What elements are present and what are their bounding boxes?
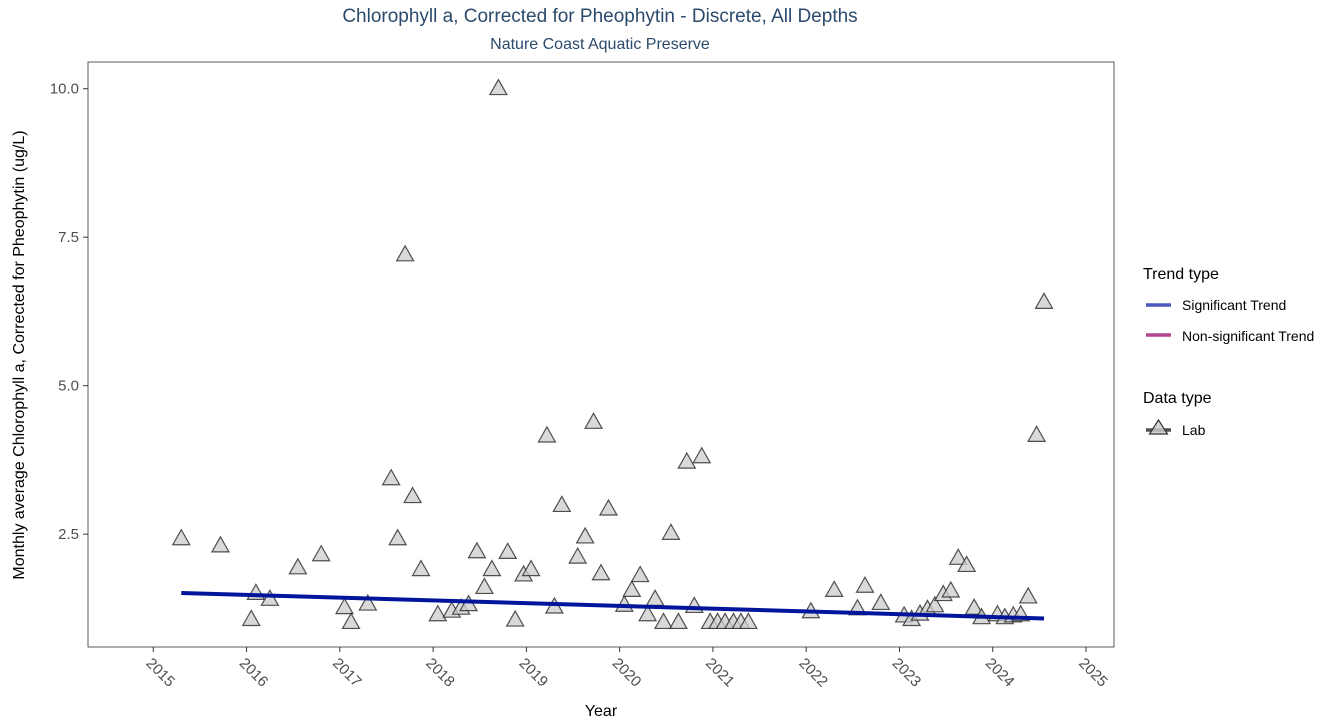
data-point-triangle	[941, 580, 961, 598]
data-point-triangle	[288, 557, 308, 575]
y-tick-label: 2.5	[58, 526, 79, 543]
plot-panel	[87, 61, 1115, 648]
data-point-triangle	[403, 486, 423, 504]
data-point-triangle	[957, 555, 977, 573]
data-point-triangle	[537, 425, 557, 443]
data-point-triangle	[505, 609, 525, 627]
x-tick-label: 2022	[795, 655, 831, 691]
data-point-triangle	[598, 498, 618, 516]
legend-trend-title: Trend type	[1143, 266, 1219, 283]
y-axis: 2.5 5.0 7.5 10.0	[50, 81, 88, 543]
data-point-triangle	[964, 597, 984, 615]
legend-significant-trend-label: Significant Trend	[1182, 297, 1286, 313]
data-point-triangle	[521, 559, 541, 577]
data-point-triangle	[467, 541, 487, 559]
data-point-triangle	[552, 495, 572, 513]
y-tick-label: 7.5	[58, 229, 79, 246]
data-point-triangle	[334, 597, 355, 615]
data-point-triangle	[591, 563, 611, 581]
data-point-triangle	[584, 412, 604, 429]
data-point-triangle	[575, 526, 595, 544]
data-point-triangle	[738, 612, 758, 630]
x-tick-label: 2016	[236, 655, 272, 691]
data-point-triangle	[638, 604, 658, 622]
data-point-triangle	[630, 565, 650, 583]
data-point-triangle	[260, 589, 280, 606]
data-point-triangle	[358, 593, 378, 611]
data-point-triangle	[488, 78, 508, 96]
data-point-triangle	[653, 612, 674, 630]
data-point-triangle	[1027, 425, 1047, 442]
x-tick-label: 2021	[702, 655, 738, 691]
data-point-triangle	[171, 528, 191, 546]
data-point-triangle	[210, 535, 230, 553]
y-tick-label: 10.0	[50, 81, 79, 98]
data-point-triangle	[341, 612, 361, 630]
trend-line	[181, 590, 1045, 621]
y-tick-label: 5.0	[58, 378, 79, 395]
x-tick-label: 2017	[329, 655, 365, 691]
data-point-triangle	[677, 451, 697, 469]
data-point-triangle	[855, 576, 875, 593]
data-point-triangle	[668, 612, 688, 630]
data-point-triangle	[482, 559, 502, 577]
data-point-triangle	[241, 609, 261, 627]
legend-non-significant-trend-label: Non-significant Trend	[1182, 328, 1314, 344]
data-point-triangle	[381, 468, 401, 486]
data-point-triangle	[428, 604, 448, 622]
y-axis-title: Monthly average Chlorophyll a, Corrected…	[11, 130, 28, 579]
data-point-triangle	[395, 244, 415, 262]
data-point-triangle	[411, 559, 431, 577]
x-tick-label: 2023	[889, 655, 925, 691]
data-point-triangle	[622, 580, 642, 597]
x-tick-label: 2015	[142, 655, 178, 691]
x-tick-label: 2020	[609, 655, 645, 691]
data-point-triangle	[1034, 292, 1054, 309]
x-axis-title: Year	[585, 703, 618, 720]
data-point-triangle	[925, 595, 945, 613]
data-point-triangle	[1018, 586, 1038, 604]
legend-lab-triangle-icon	[1148, 418, 1169, 435]
chart-title: Chlorophyll a, Corrected for Pheophytin …	[342, 6, 857, 27]
data-point-triangle	[871, 593, 891, 611]
data-point-triangle	[474, 577, 494, 595]
trend-line-group	[181, 590, 1045, 621]
chart-subtitle: Nature Coast Aquatic Preserve	[490, 36, 710, 53]
legend: Trend type Significant Trend Non-signifi…	[1143, 266, 1314, 438]
legend-data-title: Data type	[1143, 390, 1212, 407]
data-point-triangle	[692, 446, 712, 464]
data-point-triangle	[948, 548, 968, 565]
data-point-triangle	[568, 546, 588, 564]
legend-lab-label: Lab	[1182, 422, 1206, 438]
data-point-triangle	[498, 542, 518, 559]
data-point-triangle	[661, 523, 681, 540]
x-axis: 2015 2016 2017 2018 2019 2020 2021 2022 2023 2024…	[142, 647, 1111, 691]
x-tick-label: 2018	[422, 655, 458, 691]
x-tick-label: 2019	[516, 655, 552, 691]
data-point-triangle	[388, 528, 408, 546]
x-tick-label: 2025	[1075, 655, 1111, 691]
x-tick-label: 2024	[982, 655, 1018, 691]
data-point-triangle	[824, 580, 844, 597]
data-point-triangle	[311, 544, 331, 562]
